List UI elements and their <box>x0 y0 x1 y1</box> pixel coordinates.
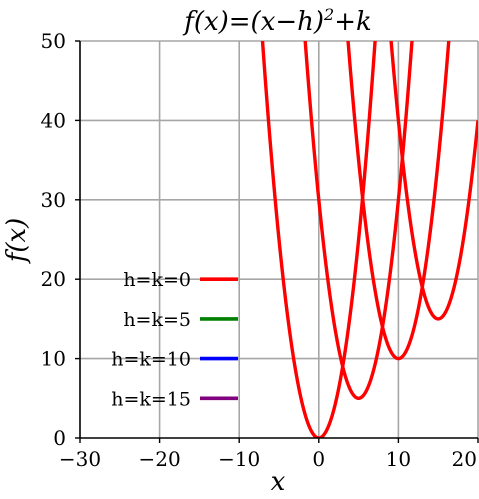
y-tick-label: 10 <box>41 347 66 371</box>
x-tick-label: −30 <box>59 447 101 471</box>
legend-label: h=k=10 <box>111 349 191 371</box>
x-tick-label: 0 <box>312 447 325 471</box>
x-tick-label: 10 <box>386 447 411 471</box>
chart-title: f(x)=(x−h)2+k <box>182 5 372 37</box>
y-tick-label: 50 <box>41 29 66 53</box>
legend: h=k=0 h=k=5 h=k=10 h=k=15 <box>111 269 238 410</box>
curves <box>260 41 478 438</box>
parabola-curve-h=k=10 <box>346 41 451 361</box>
x-tick-label: −20 <box>138 447 180 471</box>
y-tick-label: 30 <box>41 188 66 212</box>
axes <box>79 41 478 439</box>
legend-label: h=k=0 <box>123 269 191 291</box>
legend-label: h=k=15 <box>111 388 191 410</box>
y-axis-title: f(x) <box>2 218 32 265</box>
legend-label: h=k=5 <box>123 309 191 331</box>
x-axis-title: x <box>271 467 286 497</box>
tick-labels: −30 −20 −10 0 10 20 0 10 20 30 40 50 <box>41 29 479 471</box>
y-tick-label: 20 <box>41 267 66 291</box>
chart-title-superscript: 2 <box>323 5 334 24</box>
y-tick-label: 0 <box>53 426 66 450</box>
chart-title-main: f(x)=(x−h) <box>182 7 324 37</box>
parabola-curve-h=k=15 <box>389 41 478 321</box>
chart-title-tail: +k <box>334 7 372 37</box>
parabola-curve-h=k=0 <box>260 41 377 438</box>
y-tick-label: 40 <box>41 108 66 132</box>
parabola-curve-h=k=5 <box>303 41 414 400</box>
x-tick-label: 20 <box>452 447 477 471</box>
x-tick-label: −10 <box>218 447 260 471</box>
